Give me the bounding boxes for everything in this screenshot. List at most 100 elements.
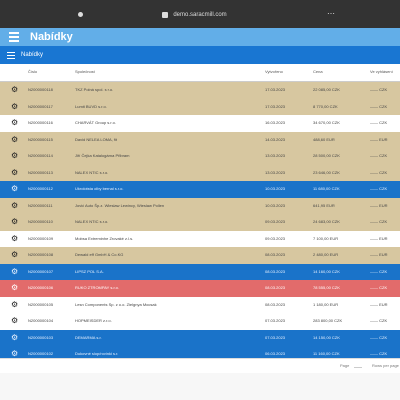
settings-gear-icon[interactable]: ⚙ [11, 118, 19, 127]
status-value: —— EUR [370, 136, 388, 142]
company-name: HOPMEISDER z.r.o. [75, 318, 112, 323]
table-row[interactable]: ⚙ N2000000114 Jiří Čejka Katalogárna Při… [0, 148, 400, 165]
menu-icon[interactable] [9, 32, 19, 42]
table-row[interactable]: ⚙ N2000000106 RUKO ZTROMPAY s.r.o. 08.03… [0, 280, 400, 297]
offer-number: N2000000110 [28, 219, 53, 224]
table-row[interactable]: ⚙ N2000000115 David NELEA LOMA, fit 14.0… [0, 131, 400, 148]
offer-number: N2000000103 [28, 334, 54, 340]
created-date: 08.03.2023 [265, 301, 286, 307]
created-date: 09.03.2023 [265, 235, 286, 241]
lock-icon [162, 12, 168, 18]
settings-gear-icon[interactable]: ⚙ [11, 349, 19, 358]
table-row[interactable]: ⚙ N2000000112 Ukrolotsta olby bernal s.r… [0, 181, 400, 198]
price-value: 14 160,00 CZK [313, 268, 340, 274]
created-date: 07.03.2023 [265, 318, 286, 323]
column-cena[interactable]: Cena [313, 69, 323, 74]
table-row[interactable]: ⚙ N2000000103 DEMARMA s.r. 07.03.2023 14… [0, 329, 400, 346]
company-name: NALEX NTIC s.r.o. [75, 169, 109, 175]
table-row[interactable]: ⚙ N2000000107 LIPSZ POL S.A. 08.03.2023 … [0, 263, 400, 280]
company-name: Dukovné slop/rovinki s.r. [75, 351, 119, 356]
browser-toolbar: demo.saracmill.com ⋯ [0, 0, 400, 28]
created-date: 13.03.2023 [265, 169, 286, 175]
table-row[interactable]: ⚙ N2000000111 Jović Auto Šp.z. Wieslaw L… [0, 197, 400, 214]
column-cislo[interactable]: Číslo [28, 69, 38, 74]
settings-gear-icon[interactable]: ⚙ [11, 233, 19, 243]
offer-number: N2000000117 [28, 103, 53, 109]
offer-number: N2000000113 [28, 169, 53, 175]
table-row[interactable]: ⚙ N2000000116 CHARVÁT Group s.r.o. 16.03… [0, 115, 400, 132]
status-value: —— CZK [370, 219, 388, 224]
status-value: —— CZK [370, 268, 388, 274]
offer-number: N2000000116 [28, 120, 53, 125]
created-date: 16.03.2023 [265, 120, 286, 125]
settings-gear-icon[interactable]: ⚙ [11, 167, 19, 177]
section-bar: Nabídky [0, 46, 400, 64]
price-value: 24 683,00 CZK [313, 219, 340, 224]
price-value: 23 646,00 CZK [313, 169, 340, 175]
page-background [0, 373, 400, 400]
section-title: Nabídky [21, 52, 44, 58]
price-value: 641,95 EUR [313, 202, 335, 208]
created-date: 17.03.2023 [265, 103, 286, 109]
price-value: 28 500,00 CZK [313, 153, 340, 158]
company-name: Dewald eff GmbH & Co.KG [75, 252, 124, 257]
table-row[interactable]: ⚙ N2000000113 NALEX NTIC s.r.o. 13.03.20… [0, 164, 400, 181]
settings-gear-icon[interactable]: ⚙ [11, 283, 19, 292]
offer-number: N2000000118 [28, 87, 53, 92]
table-row[interactable]: ⚙ N2000000108 Dewald eff GmbH & Co.KG 08… [0, 247, 400, 264]
url-field[interactable]: demo.saracmill.com [173, 12, 227, 18]
offer-number: N2000000114 [28, 153, 53, 158]
created-date: 10.03.2023 [265, 186, 286, 191]
company-name: RUKO ZTROMPAY s.r.o. [75, 285, 120, 290]
price-value: 11 680,00 CZK [313, 186, 340, 191]
created-date: 07.03.2023 [265, 334, 286, 340]
offer-number: N2000000105 [28, 301, 54, 307]
settings-gear-icon[interactable]: ⚙ [11, 101, 19, 111]
created-date: 06.03.2023 [265, 351, 286, 356]
company-name: LIPSZ POL S.A. [75, 268, 104, 274]
company-name: Lesn Components Sp. z o.o. Zielgnya Mocs… [75, 301, 157, 307]
table-row[interactable]: ⚙ N2000000118 TKZ Polná spol. s r.o. 17.… [0, 82, 400, 99]
table-row[interactable]: ⚙ N2000000105 Lesn Components Sp. z o.o.… [0, 296, 400, 313]
table-row[interactable]: ⚙ N2000000109 Mobsa Extreminhe Zrovaké z… [0, 230, 400, 247]
settings-gear-icon[interactable]: ⚙ [11, 332, 19, 342]
settings-gear-icon[interactable]: ⚙ [11, 250, 19, 259]
rows-per-page-label: Rows per page [372, 363, 399, 368]
settings-gear-icon[interactable]: ⚙ [11, 217, 19, 226]
status-value: —— CZK [370, 103, 388, 109]
settings-gear-icon[interactable]: ⚙ [11, 184, 19, 193]
price-value: 488,60 EUR [313, 136, 335, 142]
price-value: 2 480,00 EUR [313, 252, 339, 257]
settings-gear-icon[interactable]: ⚙ [11, 134, 19, 144]
price-value: 78 555,00 CZK [313, 285, 340, 290]
status-value: —— CZK [370, 87, 388, 92]
price-value: 8 770,00 CZK [313, 103, 338, 109]
status-value: —— CZK [370, 351, 388, 356]
page-select[interactable] [354, 363, 362, 368]
settings-gear-icon[interactable]: ⚙ [11, 316, 19, 325]
offer-number: N2000000109 [28, 235, 54, 241]
column-vytvoreno[interactable]: Vytvořeno [265, 69, 283, 74]
column-ve-vyhlaseni[interactable]: Ve vyhlásení [370, 69, 393, 74]
table-row[interactable]: ⚙ N2000000110 NALEX NTIC s.r.o. 09.03.20… [0, 214, 400, 231]
column-spolecnost[interactable]: Společnost [75, 69, 95, 74]
more-icon[interactable]: ⋯ [327, 9, 335, 18]
settings-gear-icon[interactable]: ⚙ [11, 266, 19, 276]
company-name: Lumit BUVD s.r.o. [75, 103, 107, 109]
company-name: David NELEA LOMA, fit [75, 136, 118, 142]
status-value: —— CZK [370, 334, 388, 340]
price-value: 22 085,00 CZK [313, 87, 340, 92]
company-name: CHARVÁT Group s.r.o. [75, 120, 116, 125]
settings-gear-icon[interactable]: ⚙ [11, 200, 19, 210]
settings-gear-icon[interactable]: ⚙ [11, 85, 19, 94]
offer-number: N2000000106 [28, 285, 54, 290]
settings-gear-icon[interactable]: ⚙ [11, 151, 19, 160]
table-row[interactable]: ⚙ N2000000104 HOPMEISDER z.r.o. 07.03.20… [0, 313, 400, 330]
table-body: ⚙ N2000000118 TKZ Polná spol. s r.o. 17.… [0, 82, 400, 363]
table-footer: Page Rows per page [0, 358, 400, 373]
app-bar: Nabídky [0, 28, 400, 46]
settings-gear-icon[interactable]: ⚙ [11, 299, 19, 309]
table-row[interactable]: ⚙ N2000000117 Lumit BUVD s.r.o. 17.03.20… [0, 98, 400, 115]
status-value: —— EUR [370, 252, 388, 257]
